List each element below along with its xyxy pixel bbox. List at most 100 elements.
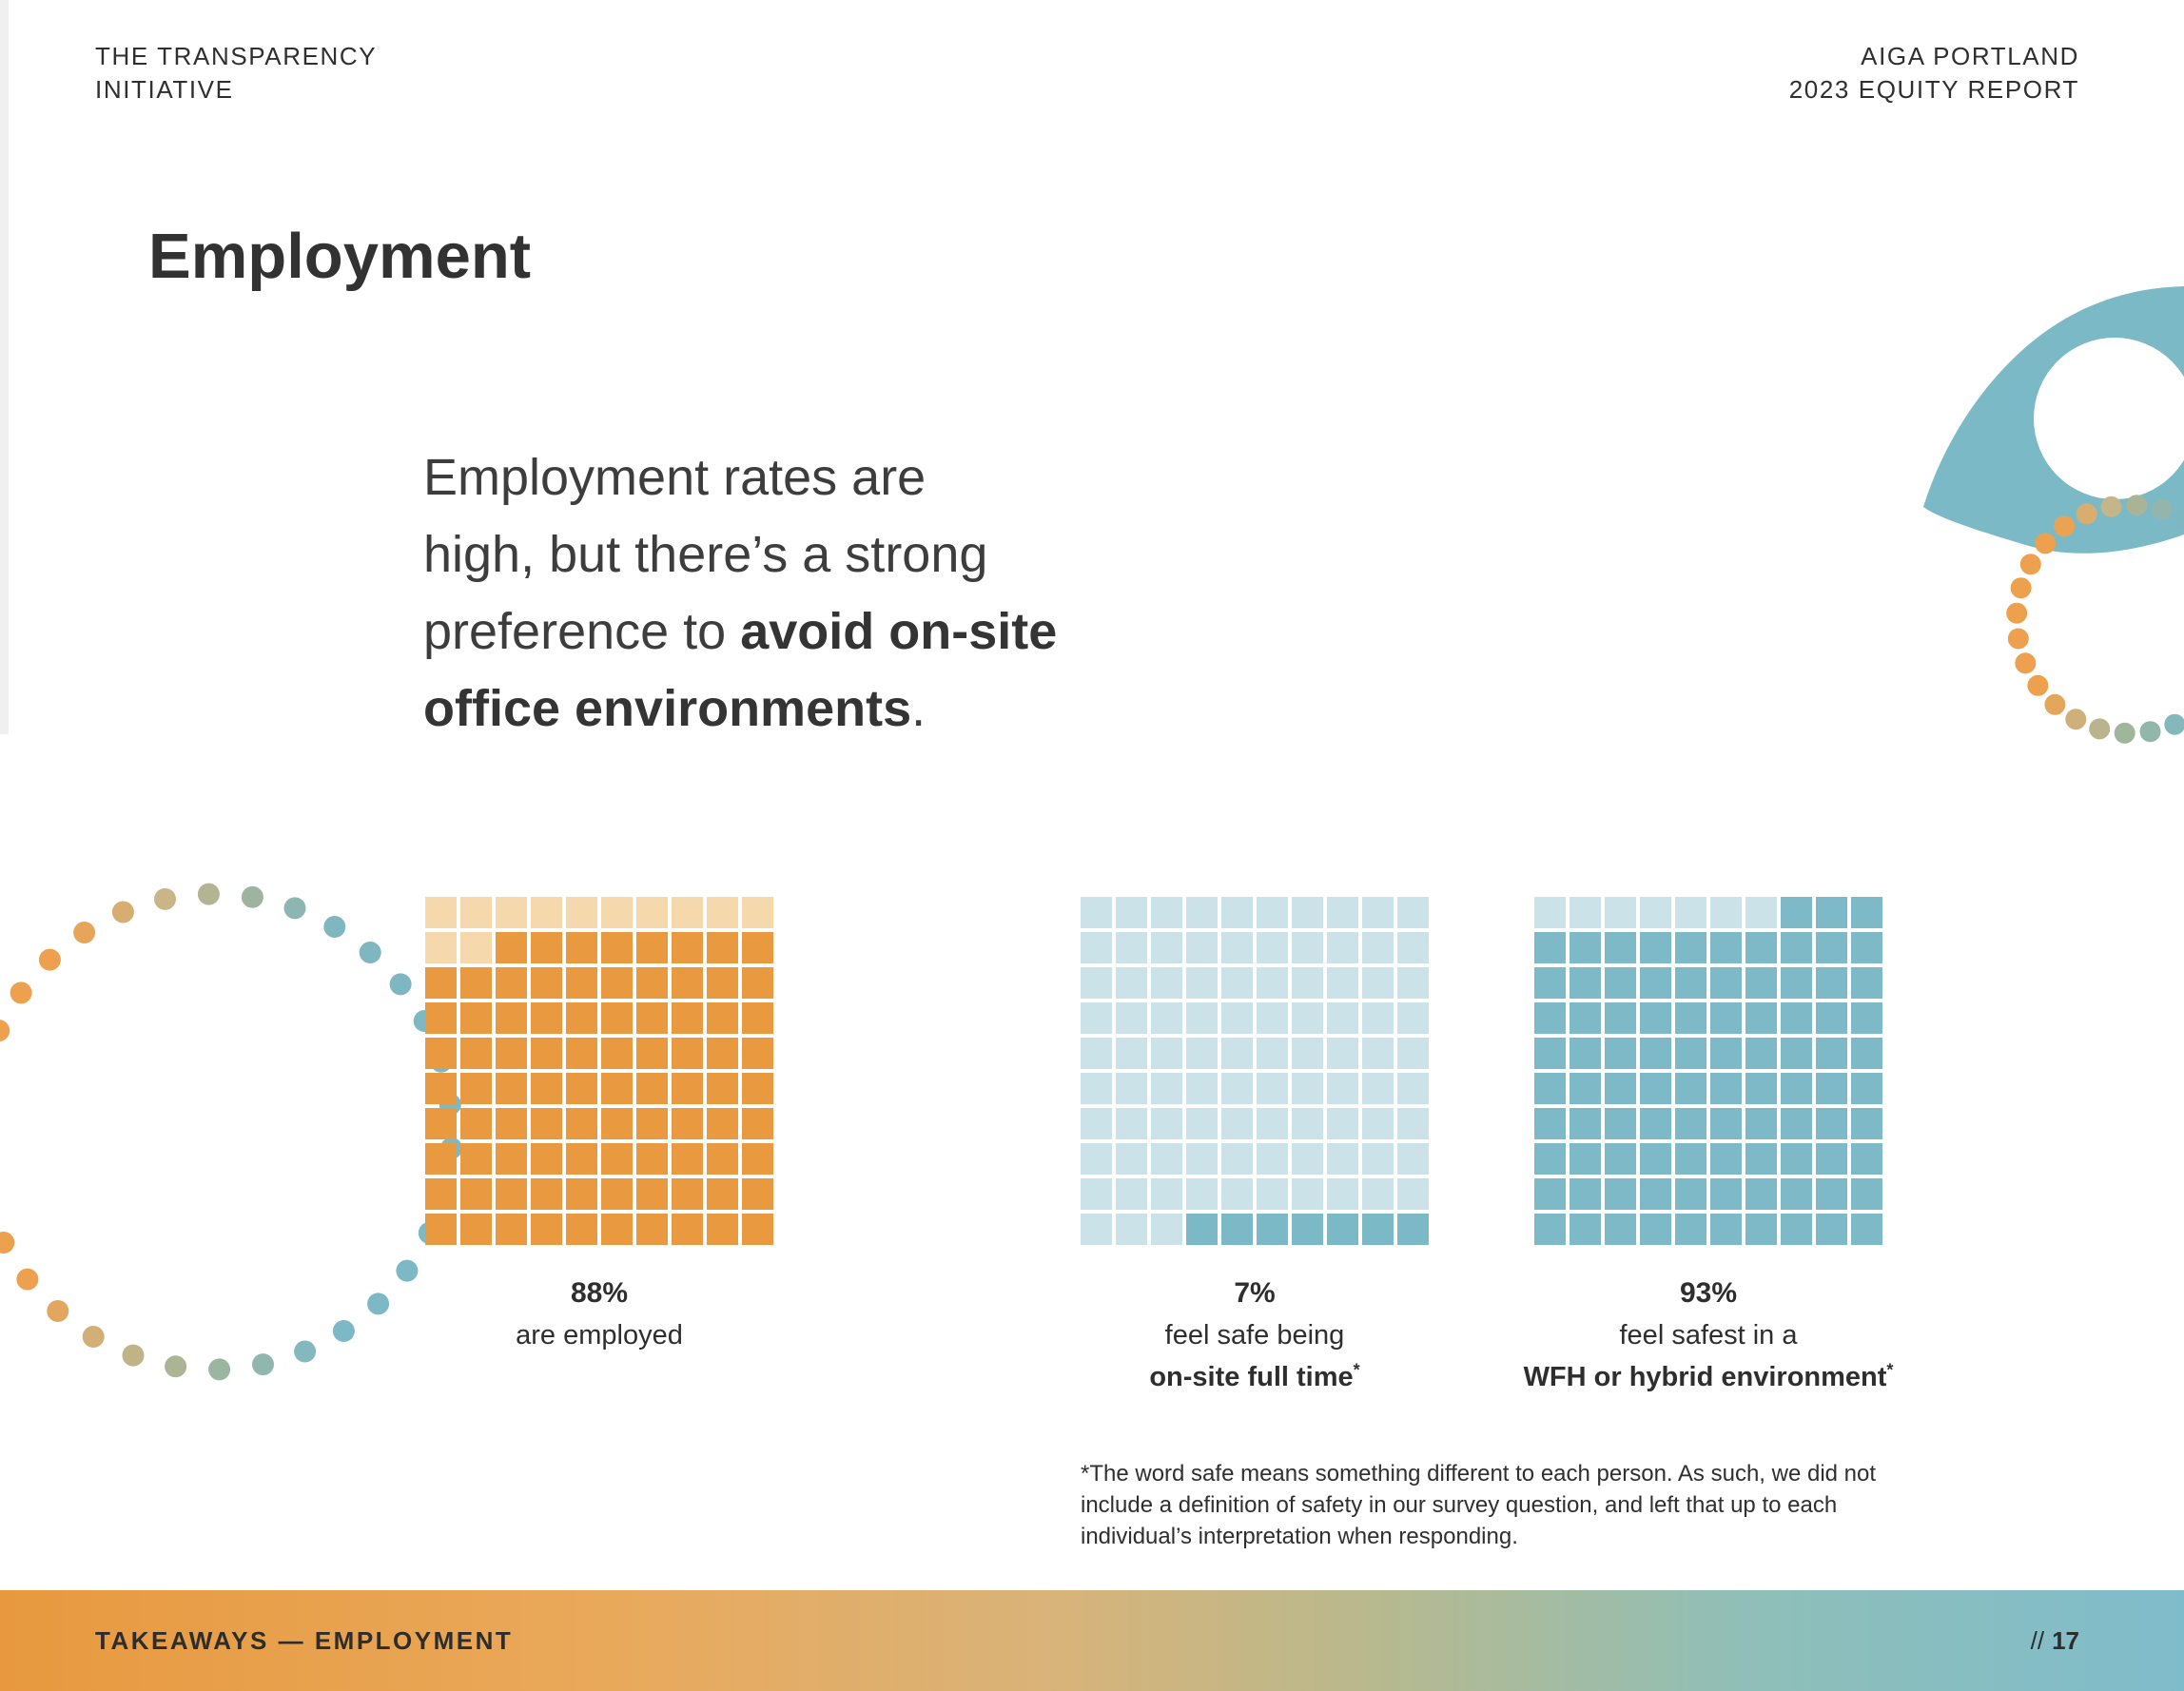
waffle-cell-empty [1116, 932, 1147, 963]
waffle-cell-empty [496, 897, 527, 928]
waffle-cell-empty [1081, 967, 1112, 999]
waffle-cell-filled [531, 1214, 562, 1245]
waffle-cell-filled [636, 1178, 668, 1210]
waffle-cell-empty [1151, 1214, 1182, 1245]
waffle-cell-filled [1640, 932, 1671, 963]
waffle-cell-filled [1605, 967, 1636, 999]
waffle-caption-line: feel safest in a [1619, 1320, 1798, 1351]
waffle-cell-filled [707, 967, 738, 999]
waffle-cell-filled [1675, 1108, 1706, 1139]
waffle-cell-filled [1640, 1073, 1671, 1104]
waffle-cell-empty [1257, 1002, 1288, 1034]
footer-section-label: TAKEAWAYS — EMPLOYMENT [95, 1625, 514, 1655]
waffle-cell-empty [1362, 897, 1394, 928]
decor-dot [2089, 718, 2111, 740]
waffle-cell-empty [1675, 897, 1706, 928]
waffle-cell-filled [1570, 1002, 1601, 1034]
waffle-cell-empty [1362, 1002, 1394, 1034]
waffle-cell-filled [1675, 1178, 1706, 1210]
page-number: //17 [2031, 1626, 2079, 1656]
waffle-cell-filled [1640, 1178, 1671, 1210]
waffle-cell-filled [425, 1214, 457, 1245]
waffle-cell-filled [1327, 1214, 1358, 1245]
decor-dot [359, 942, 381, 963]
waffle-grid [1081, 897, 1429, 1245]
waffle-cell-empty [1327, 897, 1358, 928]
waffle-cell-filled [1710, 932, 1742, 963]
decor-dot [2044, 693, 2066, 715]
waffle-cell-empty [1397, 1038, 1429, 1069]
waffle-cell-empty [1081, 1073, 1112, 1104]
waffle-cell-filled [1605, 1108, 1636, 1139]
waffle-cell-empty [1116, 897, 1147, 928]
waffle-cell-filled [601, 1002, 633, 1034]
waffle-cell-filled [601, 967, 633, 999]
waffle-cell-empty [1292, 932, 1323, 963]
waffle-cell-empty [1292, 1143, 1323, 1175]
waffle-cell-filled [1675, 932, 1706, 963]
waffle-cell-empty [1221, 897, 1253, 928]
waffle-cell-filled [460, 1038, 492, 1069]
waffle-caption-line: are employed [516, 1320, 683, 1351]
waffle-cell-filled [1745, 1073, 1777, 1104]
decor-dot [73, 922, 96, 943]
waffle-cell-filled [1362, 1214, 1394, 1245]
waffle-cell-filled [707, 1073, 738, 1104]
decor-dot [323, 916, 346, 938]
waffle-cell-filled [742, 1178, 773, 1210]
waffle-cell-empty [1362, 1108, 1394, 1139]
waffle-cell-filled [1816, 897, 1847, 928]
waffle-cell-filled [707, 1002, 738, 1034]
waffle-cell-filled [672, 967, 703, 999]
waffle-cell-empty [1221, 1143, 1253, 1175]
key-statement: Employment rates are high, but there’s a … [423, 439, 1057, 748]
waffle-cell-empty [1605, 897, 1636, 928]
waffle-cell-filled [531, 967, 562, 999]
statement-line: preference to avoid on-site [423, 603, 1058, 660]
edition-line-2: 2023 EQUITY REPORT [1788, 75, 2079, 104]
waffle-cell-filled [1710, 1002, 1742, 1034]
waffle-cell-empty [1221, 1073, 1253, 1104]
waffle-cell-filled [1745, 1002, 1777, 1034]
waffle-cell-empty [1257, 967, 1288, 999]
waffle-cell-empty [1221, 932, 1253, 963]
waffle-chart: 93% feel safest in a WFH or hybrid environ… [1524, 897, 1893, 1392]
waffle-cell-filled [460, 1002, 492, 1034]
waffle-cell-filled [1640, 1214, 1671, 1245]
waffle-cell-filled [636, 1002, 668, 1034]
waffle-cell-filled [1745, 1214, 1777, 1245]
waffle-cell-filled [1710, 1178, 1742, 1210]
waffle-cell-empty [1257, 897, 1288, 928]
waffle-cell-filled [531, 1038, 562, 1069]
waffle-cell-empty [460, 897, 492, 928]
waffle-cell-filled [1745, 1143, 1777, 1175]
waffle-cell-filled [566, 1178, 597, 1210]
waffle-cell-filled [1534, 1073, 1566, 1104]
waffle-cell-filled [566, 1143, 597, 1175]
waffle-cell-filled [460, 1108, 492, 1139]
waffle-cell-empty [1186, 1073, 1218, 1104]
waffle-cell-filled [672, 1073, 703, 1104]
waffle-cell-filled [1534, 1178, 1566, 1210]
waffle-cell-empty [1081, 1143, 1112, 1175]
waffle-cell-filled [496, 932, 527, 963]
waffle-cell-empty [1151, 967, 1182, 999]
decor-dot [2065, 709, 2087, 730]
waffle-cell-filled [1781, 1143, 1812, 1175]
footnote-asterisk: * [1353, 1360, 1360, 1380]
waffle-cell-empty [1116, 1143, 1147, 1175]
waffle-cell-filled [742, 932, 773, 963]
decor-dot [2100, 496, 2122, 517]
waffle-cell-filled [1851, 1178, 1882, 1210]
waffle-cell-filled [1605, 1214, 1636, 1245]
waffle-cell-filled [531, 1002, 562, 1034]
waffle-cell-filled [1851, 1108, 1882, 1139]
waffle-cell-filled [1640, 967, 1671, 999]
waffle-cell-filled [1851, 1038, 1882, 1069]
decor-dot [0, 1020, 10, 1042]
waffle-cell-filled [636, 932, 668, 963]
waffle-cell-filled [672, 1038, 703, 1069]
waffle-cell-empty [1081, 1178, 1112, 1210]
decor-dot [2174, 508, 2184, 530]
